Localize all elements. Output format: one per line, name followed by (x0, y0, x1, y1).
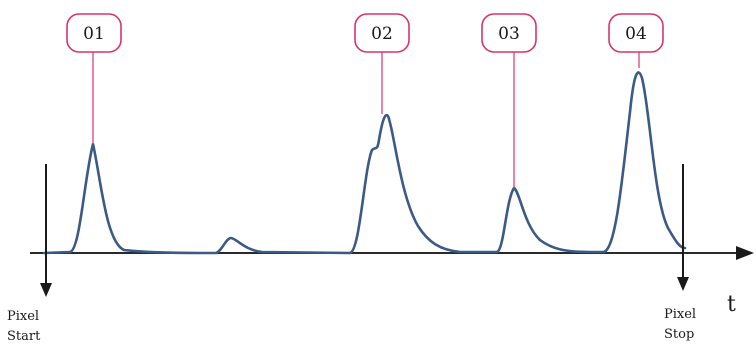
peak-label-03: 03 (481, 13, 537, 53)
pixel-stop-label-line1: Pixel (664, 307, 696, 322)
time-axis-label: t (727, 292, 736, 317)
peak-label-04-text: 04 (625, 24, 647, 44)
pixel-stop-arrowhead (677, 277, 689, 291)
pixel-start-label-line2: Start (7, 329, 41, 344)
peak-label-01-text: 01 (83, 24, 105, 44)
signal-trace (42, 71, 687, 255)
pixel-stop-label-line2: Stop (664, 327, 694, 342)
peak-label-01: 01 (66, 13, 122, 53)
pixel-start-arrowhead (40, 283, 52, 297)
peak-label-02: 02 (354, 13, 410, 53)
peak-label-02-text: 02 (371, 24, 393, 44)
peak-label-04: 04 (608, 13, 664, 53)
pixel-start-label-line1: Pixel (7, 309, 39, 324)
time-axis-arrowhead (736, 246, 754, 260)
peak-label-03-text: 03 (498, 24, 520, 44)
